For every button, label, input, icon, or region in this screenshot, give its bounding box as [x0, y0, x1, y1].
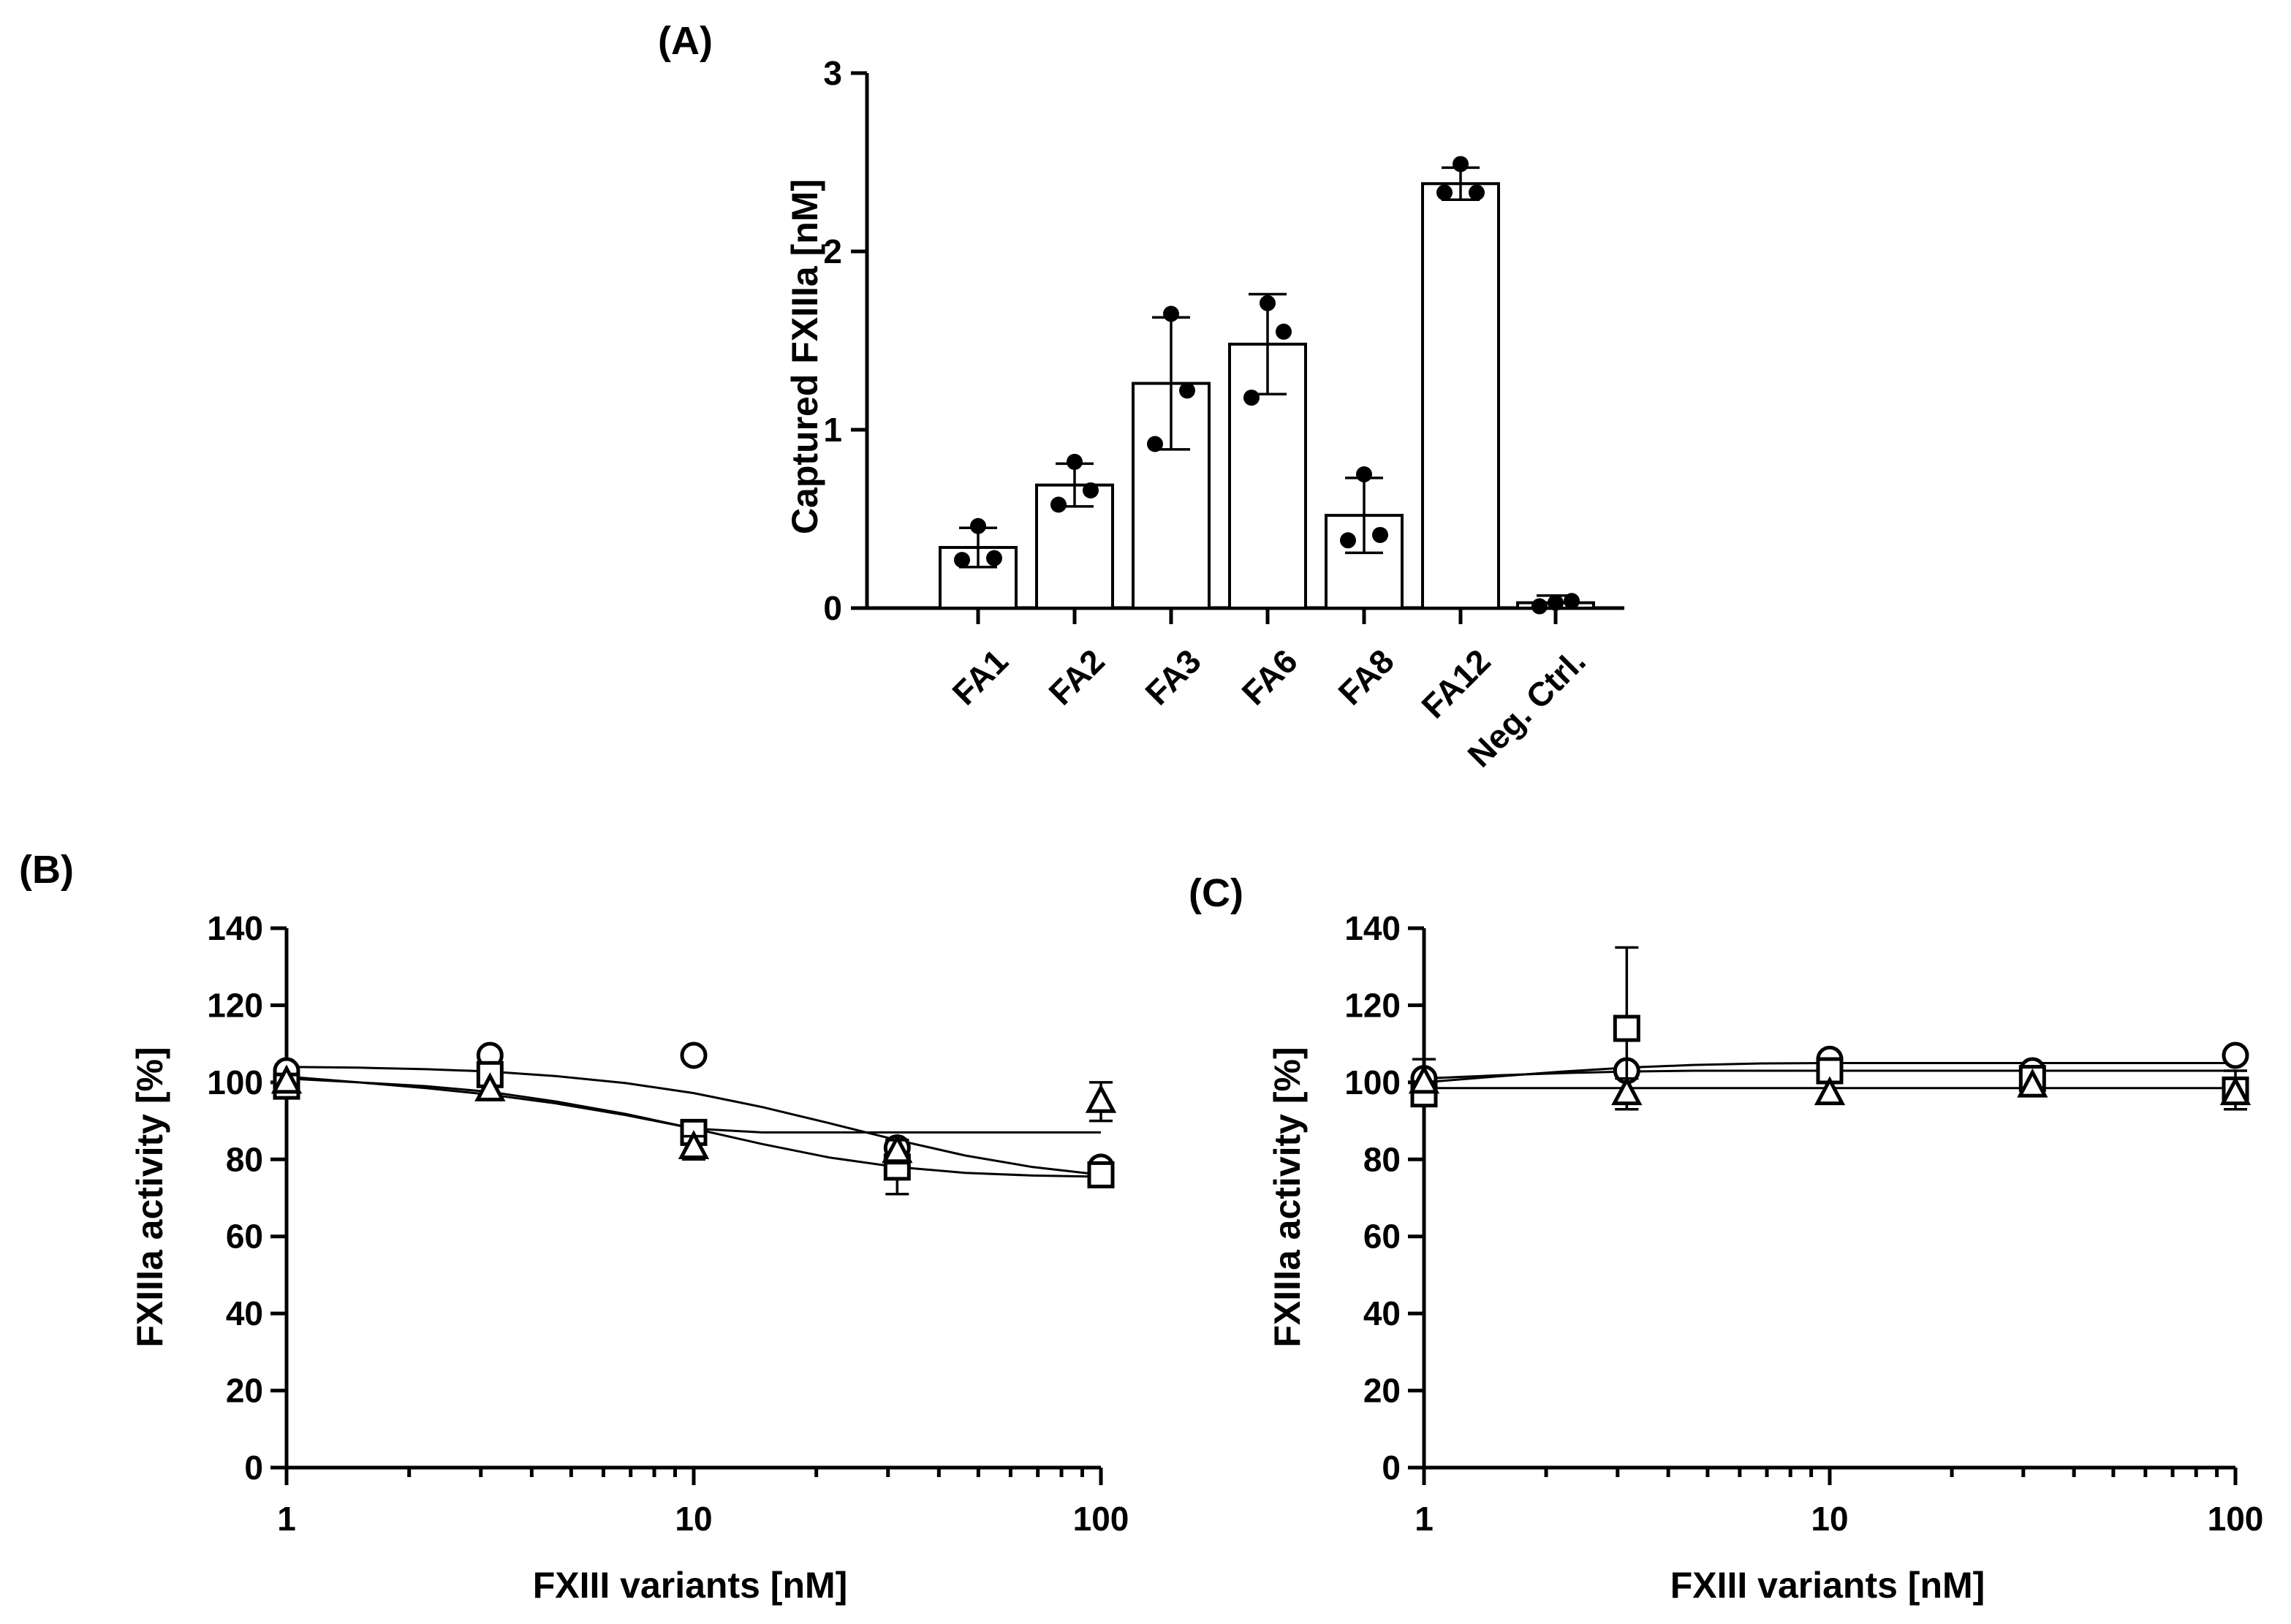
panel-a-data-point [1067, 453, 1083, 470]
panel-c-y-tick-label: 80 [1363, 1140, 1401, 1178]
panel-a-x-tick-label: FA1 [944, 642, 1015, 712]
panel-b-square-marker [883, 1153, 911, 1181]
panel-c-y-tick-label: 40 [1363, 1294, 1401, 1332]
panel-c: (C) FXIIIa activity [%] FXIII variants [… [1189, 871, 2263, 1606]
panel-a-bar [1421, 182, 1500, 610]
panel-a-data-point [1453, 156, 1469, 172]
panel-a-data-point [1147, 436, 1163, 452]
panel-a: (A) Captured FXIIIa [nM] 0 1 2 3 FA1 FA2 FA3 FA… [658, 19, 1624, 774]
panel-a-data-point [1436, 184, 1453, 201]
panel-b-y-tick-label: 0 [244, 1449, 263, 1487]
panel-c-y-tick-label: 0 [1382, 1449, 1401, 1487]
panel-c-x-tick-label: 100 [2208, 1500, 2264, 1538]
panel-a-y-tick-label: 0 [823, 589, 842, 627]
panel-a-x-tick-label: FA6 [1234, 642, 1304, 712]
panel-b-fit-curve [286, 1066, 1102, 1176]
panel-c-triangle-marker [1408, 1064, 1440, 1094]
panel-b-y-axis-title: FXIIIa activity [%] [129, 1047, 170, 1347]
panel-b-triangle-marker [270, 1064, 303, 1094]
panel-b-y-tick-label: 100 [207, 1063, 263, 1101]
panel-b-x-tick-label: 10 [675, 1500, 712, 1538]
panel-b-triangle-marker [882, 1134, 913, 1164]
panel-a-data-point [1356, 466, 1372, 482]
panel-a-data-point [1050, 496, 1067, 513]
panel-a-data-point [1564, 593, 1580, 610]
panel-c-y-tick-label: 60 [1363, 1218, 1401, 1256]
panel-b-y-tick-label: 60 [226, 1218, 263, 1256]
panel-a-data-point [1340, 532, 1356, 549]
panel-a-data-point [1531, 598, 1548, 615]
panel-c-fit-curve [1423, 1069, 2235, 1080]
panel-a-data-point [954, 552, 970, 569]
panel-b-label: (B) [19, 848, 74, 892]
panel-a-data-point [1260, 295, 1276, 311]
panel-a-x-tick-label: FA3 [1137, 642, 1208, 712]
panel-a-label: (A) [658, 19, 713, 63]
panel-b-y-tick-label: 80 [226, 1140, 263, 1178]
panel-a-data-point [1548, 594, 1564, 611]
panel-c-x-axis-title: FXIII variants [nM] [1670, 1565, 1985, 1606]
panel-b-triangle-marker [474, 1072, 506, 1101]
panel-c-y-axis-title: FXIIIa activity [%] [1267, 1047, 1308, 1347]
panel-b-circle-marker [680, 1041, 708, 1069]
panel-a-y-axis-title: Captured FXIIIa [nM] [784, 179, 825, 534]
panel-a-data-point [970, 517, 986, 534]
panel-b-triangle-marker [678, 1130, 710, 1159]
panel-a-data-point [1163, 306, 1179, 322]
panel-a-x-tick-label: FA8 [1330, 642, 1401, 712]
panel-b-square-marker [1087, 1161, 1115, 1188]
panel-b-y-tick-label: 40 [226, 1294, 263, 1332]
panel-a-data-point [1469, 184, 1485, 201]
panel-c-label: (C) [1189, 871, 1243, 915]
panel-c-y-tick-label: 140 [1344, 909, 1401, 947]
panel-a-y-tick-label: 3 [823, 54, 842, 92]
panel-b-x-tick-label: 1 [277, 1500, 296, 1538]
panel-b-y-tick-label: 140 [207, 909, 263, 947]
panel-a-data-point [1179, 382, 1195, 399]
panel-c-circle-marker [2222, 1041, 2249, 1069]
panel-a-data-point [1372, 526, 1388, 543]
panel-c-triangle-marker [2017, 1068, 2048, 1098]
panel-c-y-tick-label: 120 [1344, 986, 1401, 1024]
panel-c-x-tick-label: 1 [1415, 1500, 1434, 1538]
panel-b-x-tick-label: 100 [1073, 1500, 1129, 1538]
panel-c-y-tick-label: 20 [1363, 1372, 1401, 1410]
panel-a-data-point [1243, 390, 1260, 406]
panel-c-triangle-marker [1814, 1076, 1846, 1106]
panel-c-x-tick-label: 10 [1811, 1500, 1848, 1538]
panel-a-data-point [1276, 323, 1292, 340]
panel-a-y-tick-label: 1 [823, 411, 842, 449]
panel-a-y-tick-label: 2 [823, 232, 842, 270]
panel-b-x-axis-title: FXIII variants [nM] [533, 1565, 848, 1606]
panel-c-triangle-marker [1611, 1076, 1643, 1106]
panel-a-x-tick-label: FA12 [1414, 642, 1498, 726]
panel-a-data-point [986, 550, 1002, 566]
panel-b-y-tick-label: 20 [226, 1372, 263, 1410]
panel-a-x-tick-label: FA2 [1041, 642, 1111, 712]
panel-a-bar [1132, 382, 1211, 610]
panel-b-y-tick-label: 120 [207, 986, 263, 1024]
panel-c-square-marker [1613, 1014, 1640, 1042]
panel-b: (B) FXIIIa activity [%] FXIII variants [… [19, 848, 1129, 1606]
panel-b-triangle-marker [1085, 1083, 1117, 1113]
panel-c-triangle-marker [2219, 1076, 2252, 1106]
panel-a-data-point [1083, 482, 1099, 498]
panel-c-y-tick-label: 100 [1344, 1063, 1401, 1101]
